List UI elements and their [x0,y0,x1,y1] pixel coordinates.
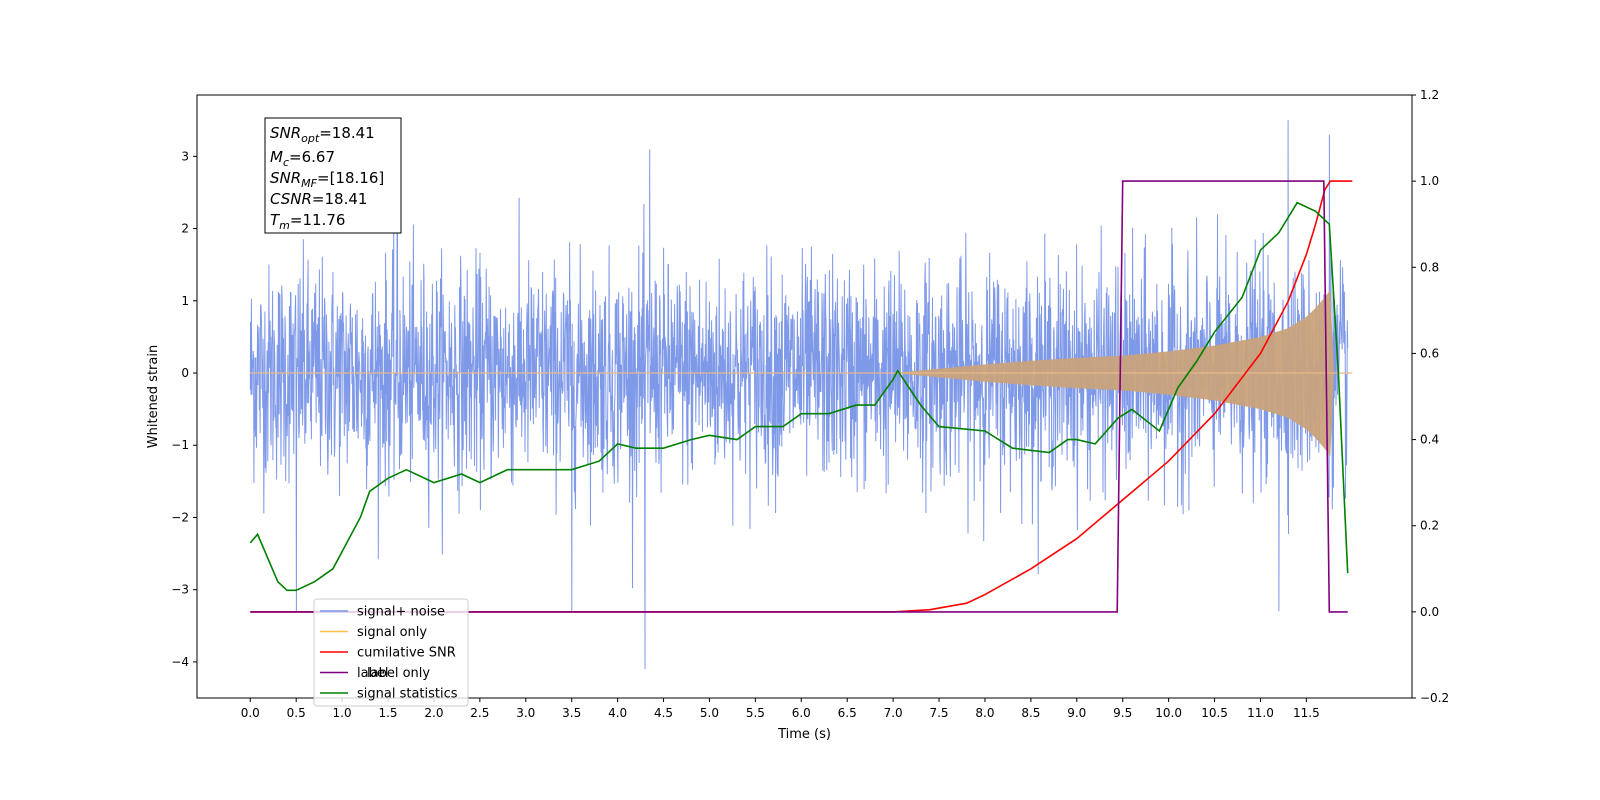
x-tick-label: 10.5 [1201,706,1228,720]
y2-tick-label: 0.0 [1420,605,1439,619]
plot-area [249,120,1353,670]
y-tick-label: 2 [181,222,189,236]
x-tick-label: 5.5 [746,706,765,720]
series-cumulative-snr [250,180,1353,613]
y-tick-label: 1 [181,294,189,308]
x-tick-label: 6.0 [792,706,811,720]
info-box-frame [264,117,402,234]
x-tick-label: 0.5 [287,706,306,720]
y-tick-label: 3 [181,149,189,163]
x-tick-label: 7.5 [929,706,948,720]
x-tick-label: 8.5 [1021,706,1040,720]
series-label [250,180,1348,613]
x-tick-label: 3.0 [516,706,535,720]
x-axis: 0.0 0.5 1.0 1.5 2.0 2.5 3.0 3.5 4.0 4.5 5.0 5.5 6.0 6… [241,698,1320,720]
y-tick-label: −2 [171,510,189,524]
x-tick-label: 1.0 [333,706,352,720]
x-axis-label: Time (s) [777,727,831,742]
info-csnr: CSNR=18.41 [270,190,367,208]
info-tm: Tm=11.76 [270,211,345,232]
y2-tick-label: 0.8 [1420,260,1439,274]
legend: label only signal+ noise signal only cumil… [313,598,469,707]
info-box: SNRopt=18.41 Mc=6.67 SNRMF=[18.16] CSNR=… [264,117,402,234]
info-snr-opt: SNRopt=18.41 [270,124,375,145]
axes-frame [196,94,1413,699]
info-mc: Mc=6.67 [270,148,335,169]
legend-label: cumilative SNR [357,646,456,661]
x-tick-label: 1.5 [378,706,397,720]
y-axis-left: 3 2 1 0 −1 −2 −3 −4 [171,149,197,669]
x-tick-label: 0.0 [241,706,260,720]
series-signal-statistics [249,201,1349,592]
y2-tick-label: 0.4 [1420,433,1439,447]
x-tick-label: 4.5 [654,706,673,720]
x-tick-label: 8.0 [975,706,994,720]
x-tick-label: 6.5 [838,706,857,720]
legend-label: signal statistics [357,687,458,702]
info-snr-mf: SNRMF=[18.16] [270,169,384,190]
y2-tick-label: 0.6 [1420,346,1439,360]
x-tick-label: 9.0 [1067,706,1086,720]
x-tick-label: 11.5 [1293,706,1320,720]
legend-label: label [357,666,388,681]
x-tick-label: 10.0 [1155,706,1182,720]
x-tick-label: 3.5 [562,706,581,720]
legend-label: signal only [357,625,427,640]
legend-hidden-text: label only [367,666,430,681]
y-axis-label: Whitened strain [146,345,161,448]
y2-tick-label: −0.2 [1420,691,1449,705]
legend-frame [313,598,469,707]
y2-tick-label: 1.0 [1420,174,1439,188]
y-tick-label: −1 [171,438,189,452]
x-tick-label: 4.0 [608,706,627,720]
x-tick-label: 5.0 [700,706,719,720]
x-tick-label: 7.0 [884,706,903,720]
y-tick-label: −3 [171,583,189,597]
y-axis-right: 1.2 1.0 0.8 0.6 0.4 0.2 0.0 −0.2 [1412,88,1449,705]
x-tick-label: 9.5 [1113,706,1132,720]
legend-label: signal+ noise [357,605,445,620]
y-tick-label: 0 [181,366,189,380]
y-tick-label: −4 [171,655,189,669]
y2-tick-label: 0.2 [1420,519,1439,533]
x-tick-label: 11.0 [1247,706,1274,720]
x-tick-label: 2.5 [470,706,489,720]
x-tick-label: 2.0 [424,706,443,720]
y2-tick-label: 1.2 [1420,88,1439,102]
